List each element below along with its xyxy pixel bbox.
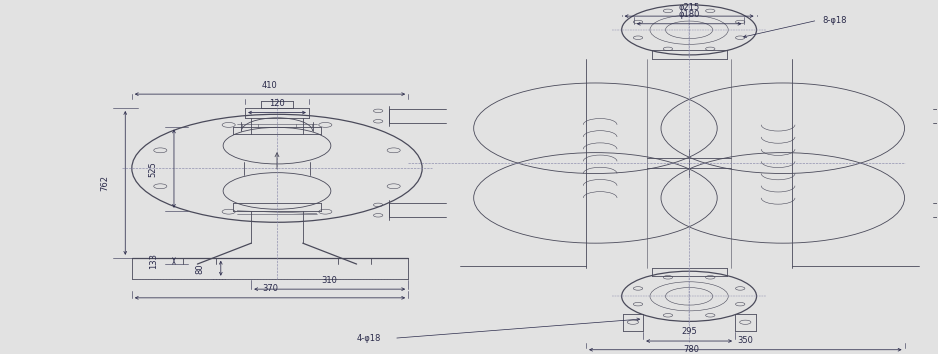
Text: 80: 80 bbox=[196, 263, 204, 274]
Text: 120: 120 bbox=[269, 99, 285, 108]
Text: 133: 133 bbox=[149, 253, 158, 269]
Text: φ215: φ215 bbox=[678, 2, 700, 12]
Text: 8-φ18: 8-φ18 bbox=[822, 16, 847, 25]
Text: 410: 410 bbox=[262, 81, 278, 90]
Text: 4-φ18: 4-φ18 bbox=[356, 334, 381, 343]
Text: 350: 350 bbox=[737, 336, 753, 345]
Text: 780: 780 bbox=[684, 345, 700, 354]
Text: 762: 762 bbox=[100, 175, 109, 191]
Text: φ180: φ180 bbox=[678, 10, 700, 19]
Text: 370: 370 bbox=[262, 284, 278, 293]
Text: 295: 295 bbox=[681, 327, 697, 337]
Text: 525: 525 bbox=[149, 161, 158, 177]
Text: 310: 310 bbox=[322, 276, 338, 285]
